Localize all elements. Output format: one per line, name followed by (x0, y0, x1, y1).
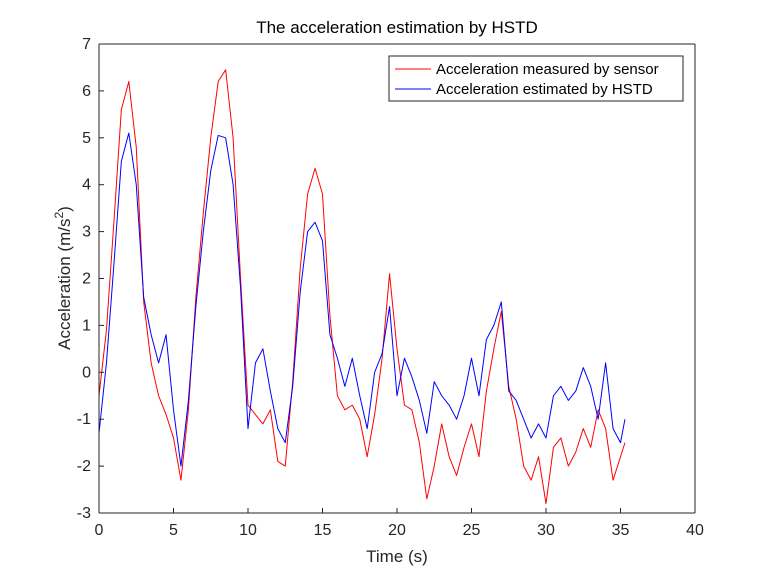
series-line-sensor (98, 69, 626, 505)
y-axis-label: Acceleration (m/s2) (52, 206, 74, 350)
chart-title: The acceleration estimation by HSTD (256, 18, 538, 37)
x-axis-label: Time (s) (366, 547, 428, 566)
y-tick-label: 3 (82, 224, 91, 241)
y-tick-label: -2 (77, 458, 91, 475)
y-tick-label: -1 (77, 411, 91, 428)
x-tick-label: 40 (686, 522, 704, 539)
legend-label-sensor: Acceleration measured by sensor (436, 61, 659, 78)
x-tick-label: 0 (95, 522, 104, 539)
series-layer (98, 69, 626, 505)
y-ticks: -3 -2 -1 0 1 2 3 4 5 6 7 (77, 36, 104, 522)
plot-area (99, 44, 695, 513)
legend-label-hstd: Acceleration estimated by HSTD (436, 81, 653, 98)
x-tick-label: 10 (239, 522, 257, 539)
x-tick-label: 30 (537, 522, 555, 539)
x-tick-label: 5 (169, 522, 178, 539)
y-tick-label: 5 (82, 130, 91, 147)
x-ticks: 0 5 10 15 20 25 30 35 40 (95, 508, 704, 539)
y-axis-label-close: ) (55, 206, 74, 212)
y-tick-label: 2 (82, 271, 91, 288)
x-tick-label: 20 (388, 522, 406, 539)
y-tick-label: 4 (82, 177, 91, 194)
legend: Acceleration measured by sensor Accelera… (388, 55, 684, 102)
legend-box (388, 55, 684, 102)
x-tick-label: 25 (463, 522, 481, 539)
x-tick-label: 15 (314, 522, 332, 539)
y-axis-label-superscript: 2 (52, 212, 66, 219)
y-tick-label: 6 (82, 83, 91, 100)
series-line-hstd (98, 132, 626, 467)
x-tick-label: 35 (612, 522, 630, 539)
y-tick-label: 7 (82, 36, 91, 53)
y-tick-label: 1 (82, 317, 91, 334)
y-tick-label: 0 (82, 364, 91, 381)
y-axis-label-base: Acceleration (m/s (55, 219, 74, 350)
y-tick-label: -3 (77, 505, 91, 522)
